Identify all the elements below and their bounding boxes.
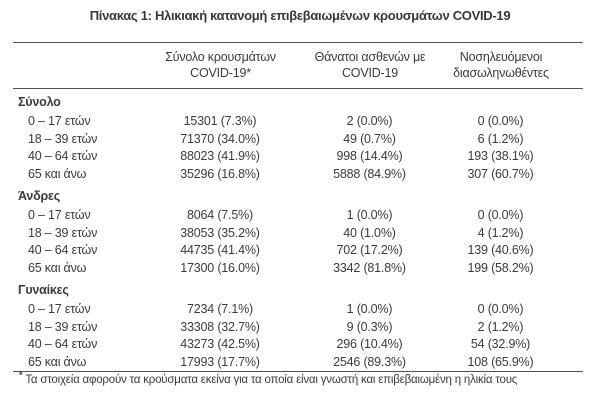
cases-cell: 7234 (7.1%)	[187, 302, 253, 317]
intubated-cell: 307 (60.7%)	[467, 166, 534, 181]
intubated-cell: 0 (0.0%)	[477, 302, 524, 317]
intubated-cell: 6 (1.2%)	[477, 131, 524, 146]
age-cell: 18 – 39 ετών	[28, 225, 98, 240]
age-cell: 40 – 64 ετών	[28, 149, 98, 164]
deaths-cell: 702 (17.2%)	[336, 243, 403, 258]
deaths-cell: 2546 (89.3%)	[333, 354, 406, 369]
age-cell: 18 – 39 ετών	[28, 319, 98, 334]
cases-cell: 88023 (41.9%)	[180, 149, 260, 164]
deaths-cell: 49 (0.7%)	[343, 131, 396, 146]
section-row-total: Σύνολο	[13, 89, 583, 114]
cases-cell: 17993 (17.7%)	[180, 354, 260, 369]
deaths-cell: 9 (0.3%)	[346, 319, 393, 334]
table-row: 0 – 17 ετών 15301 (7.3%) 2 (0.0%) 0 (0.0…	[13, 113, 583, 131]
section-label: Σύνολο	[18, 95, 61, 109]
deaths-cell: 5888 (84.9%)	[333, 166, 406, 181]
header-intubated-line1: Νοσηλευόμενοι	[459, 50, 543, 64]
age-cell: 65 και άνω	[28, 260, 87, 275]
cases-cell: 33308 (32.7%)	[180, 319, 260, 334]
table-row: 18 – 39 ετών 38053 (35.2%) 40 (1.0%) 4 (…	[13, 225, 583, 243]
cases-cell: 44735 (41.4%)	[180, 243, 260, 258]
intubated-cell: 54 (32.9%)	[470, 337, 531, 352]
intubated-cell: 199 (58.2%)	[467, 260, 534, 275]
intubated-cell: 0 (0.0%)	[477, 114, 524, 129]
section-label: Γυναίκες	[18, 283, 69, 297]
footnote-text: Τα στοιχεία αφορούν τα κρούσματα εκείνα …	[25, 373, 518, 386]
age-cell: 0 – 17 ετών	[28, 208, 91, 223]
intubated-cell: 139 (40.6%)	[467, 243, 534, 258]
table-row: 18 – 39 ετών 33308 (32.7%) 9 (0.3%) 2 (1…	[13, 319, 583, 337]
header-deaths-line2: COVID-19	[341, 66, 399, 80]
covid-age-distribution-table: Σύνολο κρουσμάτων COVID-19* Θάνατοι ασθε…	[13, 42, 583, 372]
section-row-men: Άνδρες	[13, 183, 583, 207]
table-row: 40 – 64 ετών 44735 (41.4%) 702 (17.2%) 1…	[13, 242, 583, 260]
intubated-cell: 0 (0.0%)	[477, 208, 524, 223]
table-footnote: * Τα στοιχεία αφορούν τα κρούσματα εκείνα…	[19, 370, 517, 386]
age-cell: 40 – 64 ετών	[28, 337, 98, 352]
intubated-cell: 108 (65.9%)	[467, 354, 534, 369]
cases-cell: 8064 (7.5%)	[187, 208, 253, 223]
table-row: 18 – 39 ετών 71370 (34.0%) 49 (0.7%) 6 (…	[13, 131, 583, 149]
header-total-cases: Σύνολο κρουσμάτων COVID-19*	[143, 42, 303, 89]
cases-cell: 15301 (7.3%)	[183, 114, 257, 129]
age-cell: 0 – 17 ετών	[28, 114, 91, 129]
cases-cell: 35296 (16.8%)	[180, 166, 260, 181]
cases-cell: 17300 (16.0%)	[180, 260, 260, 275]
header-deaths: Θάνατοι ασθενών με COVID-19	[303, 42, 448, 89]
table-row: 40 – 64 ετών 43273 (42.5%) 296 (10.4%) 5…	[13, 336, 583, 354]
age-cell: 40 – 64 ετών	[28, 243, 98, 258]
intubated-cell: 2 (1.2%)	[477, 319, 524, 334]
header-intubated: Νοσηλευόμενοι διασωληνωθέντες	[448, 42, 583, 89]
age-cell: 18 – 39 ετών	[28, 131, 98, 146]
header-intubated-line2: διασωληνωθέντες	[453, 66, 549, 80]
deaths-cell: 296 (10.4%)	[336, 337, 403, 352]
intubated-cell: 193 (38.1%)	[467, 149, 534, 164]
header-total-cases-line2: COVID-19*	[190, 66, 251, 80]
cases-cell: 43273 (42.5%)	[180, 337, 260, 352]
section-label: Άνδρες	[18, 189, 61, 203]
deaths-cell: 3342 (81.8%)	[333, 260, 406, 275]
footnote-asterisk: *	[19, 370, 23, 380]
table-title: Πίνακας 1: Ηλικιακή κατανομή επιβεβαιωμέ…	[89, 8, 511, 23]
age-cell: 65 και άνω	[28, 354, 87, 369]
header-age-column-empty	[13, 42, 143, 89]
deaths-cell: 1 (0.0%)	[346, 208, 393, 223]
intubated-cell: 4 (1.2%)	[477, 225, 524, 240]
cases-cell: 71370 (34.0%)	[180, 131, 260, 146]
header-total-cases-line1: Σύνολο κρουσμάτων	[165, 50, 276, 64]
table-row: 65 και άνω 17300 (16.0%) 3342 (81.8%) 19…	[13, 260, 583, 278]
age-cell: 0 – 17 ετών	[28, 302, 91, 317]
deaths-cell: 2 (0.0%)	[346, 114, 393, 129]
cases-cell: 38053 (35.2%)	[180, 225, 260, 240]
table-row: 0 – 17 ετών 8064 (7.5%) 1 (0.0%) 0 (0.0%…	[13, 207, 583, 225]
header-deaths-line1: Θάνατοι ασθενών με	[314, 50, 426, 64]
header-row: Σύνολο κρουσμάτων COVID-19* Θάνατοι ασθε…	[13, 42, 583, 89]
table-row: 65 και άνω 35296 (16.8%) 5888 (84.9%) 30…	[13, 166, 583, 184]
deaths-cell: 1 (0.0%)	[346, 302, 393, 317]
section-row-women: Γυναίκες	[13, 277, 583, 301]
deaths-cell: 998 (14.4%)	[336, 149, 403, 164]
age-cell: 65 και άνω	[28, 166, 87, 181]
table-row: 65 και άνω 17993 (17.7%) 2546 (89.3%) 10…	[13, 354, 583, 372]
table-row: 0 – 17 ετών 7234 (7.1%) 1 (0.0%) 0 (0.0%…	[13, 301, 583, 319]
table-row: 40 – 64 ετών 88023 (41.9%) 998 (14.4%) 1…	[13, 148, 583, 166]
deaths-cell: 40 (1.0%)	[343, 225, 396, 240]
